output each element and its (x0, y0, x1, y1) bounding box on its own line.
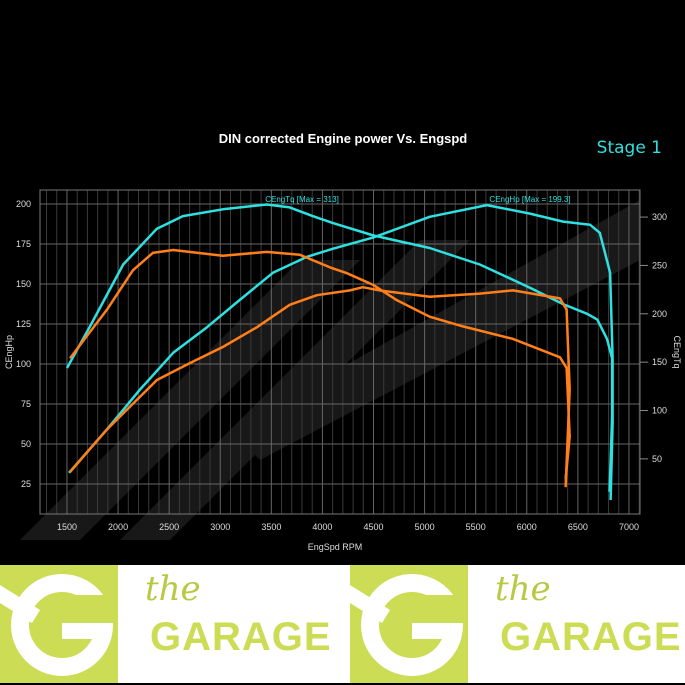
x-axis: 1500 2000 2500 3000 3500 4000 4500 5000 5500 6000… (57, 522, 639, 532)
hp-max-annotation: CEngHp [Max = 199.3] (489, 195, 570, 204)
x-tick-label: 2500 (159, 522, 179, 532)
stage1-power-line (68, 203, 614, 501)
stage-badge: Stage 1 (597, 138, 662, 158)
y-right-tick-label: 300 (652, 212, 667, 222)
logo-the-text: the (495, 569, 551, 609)
x-tick-label: 2000 (108, 522, 128, 532)
x-tick-label: 5000 (415, 522, 435, 532)
x-tick-label: 4500 (363, 522, 383, 532)
x-tick-label: 7000 (619, 522, 639, 532)
grid (40, 190, 640, 514)
x-tick-label: 4000 (312, 522, 332, 532)
logo-the-text: the (145, 569, 201, 609)
y-left-tick-label: 200 (16, 199, 31, 209)
x-tick-label: 6000 (517, 522, 537, 532)
stock-torque-line (69, 248, 571, 480)
dyno-chart: DIN corrected Engine power Vs. Engspd St… (4, 131, 682, 552)
x-tick-label: 5500 (466, 522, 486, 532)
y-right-tick-label: 50 (652, 454, 662, 464)
chart-title: DIN corrected Engine power Vs. Engspd (219, 131, 468, 146)
y-right-tick-label: 150 (652, 357, 667, 367)
y-left-tick-label: 50 (21, 439, 31, 449)
garage-logo: the GARAGE (350, 565, 685, 683)
logo-garage-text: GARAGE (150, 615, 332, 659)
y-left-tick-label: 100 (16, 359, 31, 369)
torque-max-annotation: CEngTq [Max = 313] (265, 195, 339, 204)
x-tick-label: 3000 (210, 522, 230, 532)
y-axis-left-label: CEngHp (4, 335, 14, 369)
y-axis-left: 25 50 75 100 125 150 175 200 (16, 199, 31, 489)
y-right-tick-label: 200 (652, 309, 667, 319)
series-group (65, 203, 614, 501)
stock-power-line (69, 285, 571, 488)
x-axis-label: EngSpd RPM (308, 542, 363, 552)
y-axis-right: 50 100 150 200 250 300 (640, 212, 667, 464)
g-wrench-icon (0, 565, 118, 683)
logo-garage-text: GARAGE (500, 615, 682, 659)
y-left-tick-label: 75 (21, 399, 31, 409)
stage1-torque-line (65, 203, 614, 492)
y-left-tick-label: 175 (16, 239, 31, 249)
y-left-tick-label: 125 (16, 319, 31, 329)
y-axis-right-label: CEngTq (672, 335, 682, 368)
plot-border (39, 189, 641, 515)
y-right-tick-label: 100 (652, 406, 667, 416)
y-left-tick-label: 25 (21, 479, 31, 489)
x-tick-label: 6500 (568, 522, 588, 532)
x-tick-label: 3500 (261, 522, 281, 532)
x-tick-label: 1500 (57, 522, 77, 532)
garage-banner: the GARAGE the GARAGE (0, 565, 685, 683)
y-right-tick-label: 250 (652, 260, 667, 270)
garage-logo: the GARAGE (0, 565, 350, 683)
g-wrench-icon (350, 565, 468, 683)
y-left-tick-label: 150 (16, 279, 31, 289)
